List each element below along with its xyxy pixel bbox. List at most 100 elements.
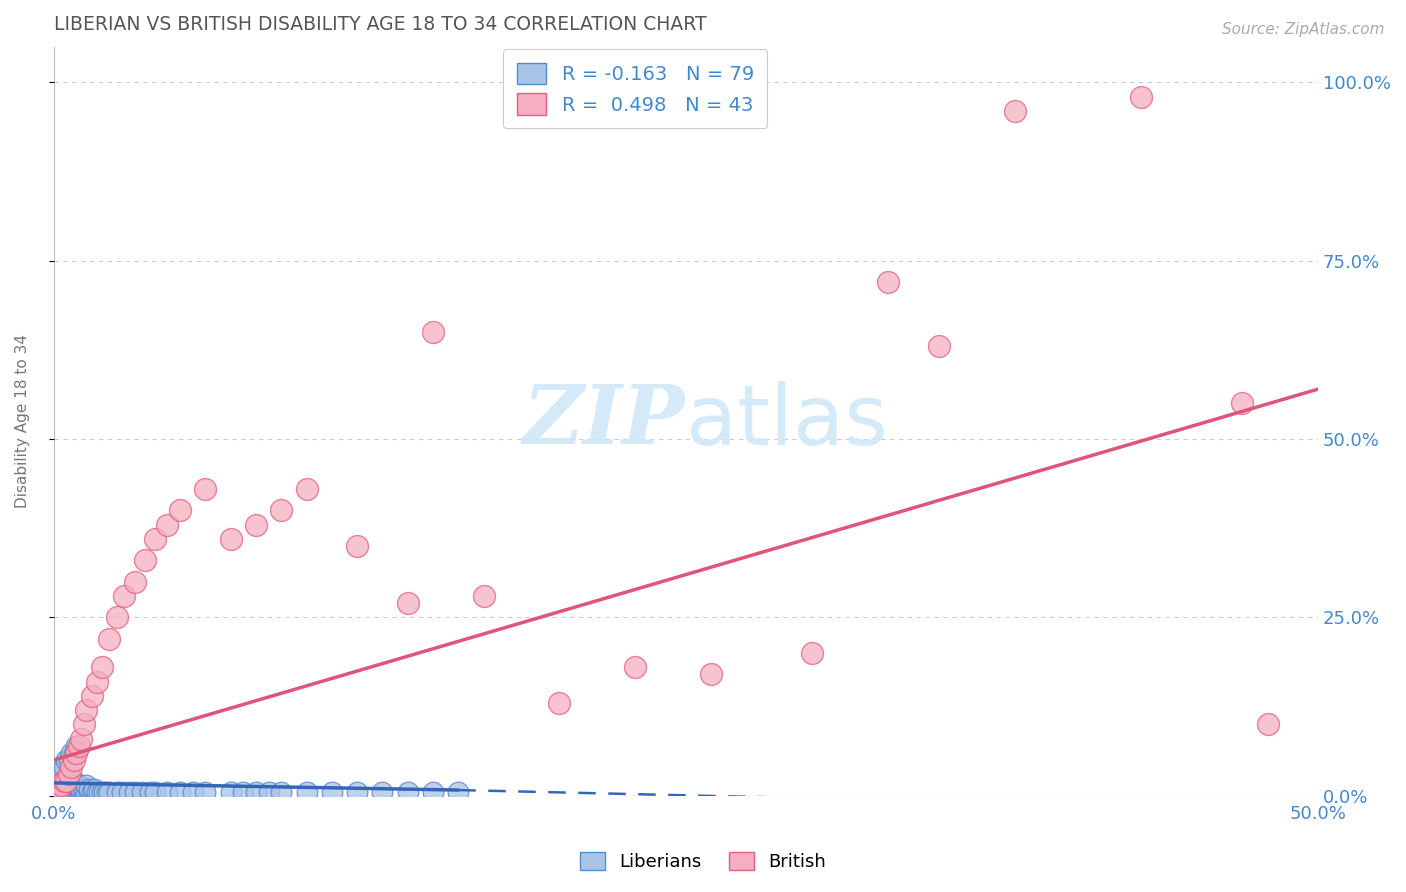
Point [89, 785, 111, 799]
Point [156, 785, 179, 799]
Point [928, 339, 950, 353]
Point [1130, 89, 1153, 103]
Point [245, 517, 267, 532]
Point [45, 785, 67, 799]
Point [80, 689, 103, 703]
Point [67, 781, 90, 796]
Point [124, 574, 146, 589]
Point [48, 767, 70, 781]
Point [52, 760, 75, 774]
Point [73, 781, 96, 796]
Text: atlas: atlas [686, 381, 887, 462]
Point [45, 781, 67, 796]
Point [48, 778, 70, 792]
Point [86, 674, 108, 689]
Point [346, 539, 368, 553]
Point [346, 785, 368, 799]
Point [422, 325, 444, 339]
Point [58, 767, 80, 781]
Point [232, 785, 254, 799]
Point [1004, 103, 1026, 118]
Point [624, 660, 647, 674]
Point [58, 785, 80, 799]
Point [63, 753, 86, 767]
Point [877, 275, 900, 289]
Point [270, 503, 292, 517]
Point [65, 785, 87, 799]
Point [55, 785, 77, 799]
Point [98, 632, 121, 646]
Point [801, 646, 824, 660]
Point [257, 785, 280, 799]
Point [1232, 396, 1254, 410]
Point [52, 785, 75, 799]
Point [58, 781, 80, 796]
Point [73, 717, 96, 731]
Point [52, 774, 75, 789]
Point [396, 785, 419, 799]
Point [48, 781, 70, 796]
Point [245, 785, 267, 799]
Point [48, 783, 70, 797]
Point [396, 596, 419, 610]
Point [77, 785, 100, 799]
Point [55, 774, 77, 789]
Point [55, 781, 77, 796]
Point [169, 785, 191, 799]
Point [70, 785, 93, 799]
Point [169, 503, 191, 517]
Point [67, 785, 90, 799]
Point [51, 778, 73, 792]
Point [194, 482, 217, 496]
Point [60, 774, 83, 789]
Point [447, 785, 470, 799]
Point [270, 785, 292, 799]
Point [60, 781, 83, 796]
Point [86, 785, 108, 799]
Point [51, 778, 73, 792]
Point [48, 785, 70, 799]
Point [219, 785, 242, 799]
Point [111, 785, 134, 799]
Point [63, 785, 86, 799]
Point [295, 482, 318, 496]
Point [76, 785, 98, 799]
Y-axis label: Disability Age 18 to 34: Disability Age 18 to 34 [15, 334, 30, 508]
Point [124, 785, 146, 799]
Point [83, 785, 105, 799]
Legend: R = -0.163   N = 79, R =  0.498   N = 43: R = -0.163 N = 79, R = 0.498 N = 43 [503, 49, 768, 128]
Point [90, 785, 112, 799]
Point [138, 785, 160, 799]
Point [105, 785, 128, 799]
Point [194, 785, 217, 799]
Text: LIBERIAN VS BRITISH DISABILITY AGE 18 TO 34 CORRELATION CHART: LIBERIAN VS BRITISH DISABILITY AGE 18 TO… [53, 15, 706, 34]
Point [371, 785, 394, 799]
Point [67, 739, 90, 753]
Point [67, 778, 90, 792]
Point [118, 785, 141, 799]
Point [143, 785, 166, 799]
Point [48, 781, 70, 796]
Legend: Liberians, British: Liberians, British [572, 846, 834, 879]
Point [63, 746, 86, 760]
Point [105, 610, 128, 624]
Text: ZIP: ZIP [523, 381, 686, 461]
Point [90, 660, 112, 674]
Point [55, 753, 77, 767]
Point [70, 781, 93, 796]
Point [98, 785, 121, 799]
Point [83, 781, 105, 796]
Point [422, 785, 444, 799]
Point [156, 517, 179, 532]
Point [60, 785, 83, 799]
Point [51, 783, 73, 797]
Point [45, 785, 67, 799]
Point [51, 781, 73, 796]
Point [131, 785, 153, 799]
Point [295, 785, 318, 799]
Point [1257, 717, 1279, 731]
Point [76, 703, 98, 717]
Point [63, 774, 86, 789]
Point [45, 783, 67, 797]
Point [321, 785, 343, 799]
